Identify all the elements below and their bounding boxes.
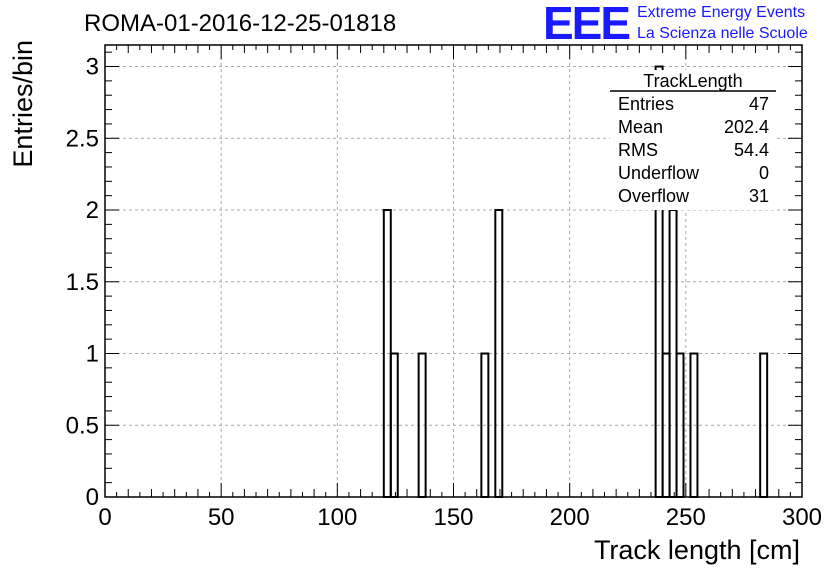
y-axis-label: Entries/bin (8, 40, 38, 168)
x-tick-label: 100 (317, 504, 357, 531)
stats-value: 202.4 (724, 117, 769, 137)
stats-value: 54.4 (734, 140, 769, 160)
x-tick-labels: 0 50 100 150 200 250 300 (98, 504, 822, 531)
eee-logo: EEE (543, 0, 631, 49)
stats-value: 47 (749, 94, 769, 114)
stats-label: Underflow (618, 163, 700, 183)
logo-line-2: La Scienza nelle Scuole (637, 25, 808, 42)
stats-value: 0 (759, 163, 769, 183)
grid-lines (105, 45, 802, 497)
x-tick-label: 200 (550, 504, 590, 531)
stats-label: RMS (618, 140, 658, 160)
stats-box: TrackLength Entries 47 Mean 202.4 RMS 54.4 Und… (610, 70, 776, 210)
y-tick-label: 3 (86, 54, 99, 81)
x-tick-label: 250 (666, 504, 706, 531)
stats-value: 31 (749, 186, 769, 206)
stats-box-background (610, 70, 776, 210)
axis-ticks (104, 45, 803, 498)
y-tick-label: 0 (86, 484, 99, 511)
x-tick-label: 150 (433, 504, 473, 531)
y-tick-label: 2 (86, 197, 99, 224)
chart-title: ROMA-01-2016-12-25-01818 (84, 10, 397, 37)
x-tick-label: 50 (208, 504, 235, 531)
logo-line-1: Extreme Energy Events (637, 4, 806, 21)
y-tick-label: 0.5 (66, 412, 99, 439)
x-tick-label: 0 (98, 504, 111, 531)
stats-label: Overflow (618, 186, 690, 206)
stats-title: TrackLength (643, 71, 742, 91)
y-tick-label: 1.5 (66, 269, 99, 296)
y-tick-label: 1 (86, 341, 99, 368)
stats-label: Entries (618, 94, 674, 114)
x-tick-label: 300 (782, 504, 822, 531)
y-tick-label: 2.5 (66, 125, 99, 152)
x-axis-label: Track length [cm] (594, 535, 800, 565)
y-tick-labels: 0 0.5 1 1.5 2 2.5 3 (66, 54, 99, 511)
stats-label: Mean (618, 117, 663, 137)
